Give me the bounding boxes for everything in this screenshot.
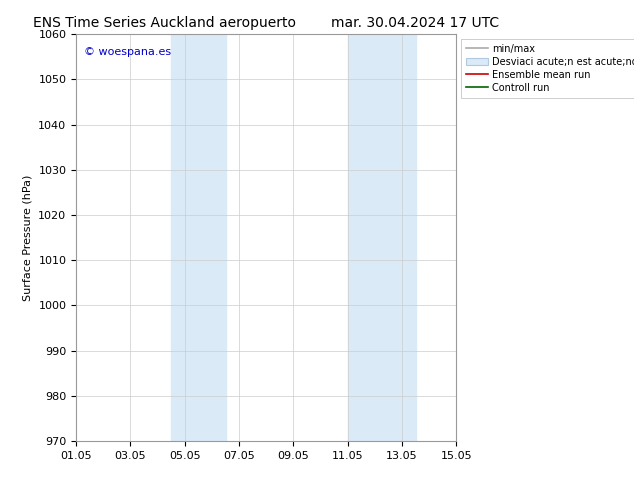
Text: © woespana.es: © woespana.es [84,47,171,56]
Legend: min/max, Desviaci acute;n est acute;ndar, Ensemble mean run, Controll run: min/max, Desviaci acute;n est acute;ndar… [462,39,634,98]
Bar [348,34,416,441]
Bar [171,34,226,441]
Title: ENS Time Series Auckland aeropuerto        mar. 30.04.2024 17 UTC: ENS Time Series Auckland aeropuerto mar.… [33,16,500,30]
Y-axis label: Surface Pressure (hPa): Surface Pressure (hPa) [23,174,33,301]
